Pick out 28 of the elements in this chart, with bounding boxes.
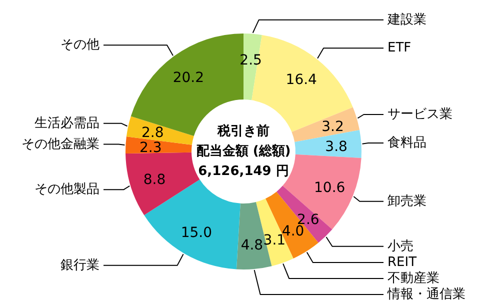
data-label: 10.6: [314, 180, 346, 196]
data-label: 2.3: [140, 140, 162, 156]
data-label: 15.0: [180, 225, 212, 242]
text: 税引き前: [216, 123, 270, 139]
slice-label: 卸売業: [388, 194, 426, 209]
slice-label: その他製品: [34, 182, 100, 198]
data-label: 16.4: [286, 72, 318, 88]
slice-label: 生活必需品: [34, 116, 100, 131]
slice-label: 銀行業: [60, 258, 100, 273]
slice-label: 小売: [388, 238, 414, 254]
slice-label: 不動産業: [388, 270, 440, 286]
data-label: 2.5: [240, 52, 262, 68]
slice-label: 食料品: [388, 136, 426, 151]
data-label: 2.8: [142, 125, 164, 142]
slice-label: ETF: [388, 40, 412, 56]
slice-label: 建設業: [386, 12, 426, 28]
data-label: 3.2: [322, 118, 344, 135]
data-label: 4.8: [240, 238, 264, 254]
slice-label: サービス業: [388, 107, 452, 122]
slice-label: 情報・通信業: [386, 287, 466, 302]
slice-label: REIT: [388, 255, 417, 270]
data-label: 8.8: [143, 172, 166, 188]
data-label: 20.2: [172, 70, 204, 86]
data-label: 3.8: [325, 139, 348, 156]
slice-label: その他金融業: [22, 136, 100, 152]
text: 6,126,149 円: [198, 164, 289, 179]
slice-label: その他: [60, 38, 100, 53]
text: 配当金額 (総額): [196, 143, 291, 159]
